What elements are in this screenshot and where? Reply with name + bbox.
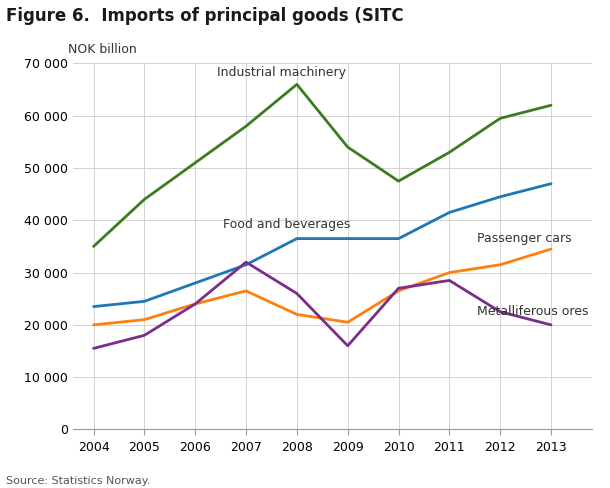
Text: Metalliferous ores: Metalliferous ores bbox=[477, 305, 589, 318]
Text: Source: Statistics Norway.: Source: Statistics Norway. bbox=[6, 476, 151, 486]
Text: NOK billion: NOK billion bbox=[68, 43, 137, 56]
Text: Industrial machinery: Industrial machinery bbox=[217, 66, 346, 79]
Text: Figure 6.  Imports of principal goods (SITC: Figure 6. Imports of principal goods (SI… bbox=[6, 7, 404, 25]
Text: Passenger cars: Passenger cars bbox=[477, 232, 572, 245]
Text: Food and beverages: Food and beverages bbox=[223, 218, 350, 231]
